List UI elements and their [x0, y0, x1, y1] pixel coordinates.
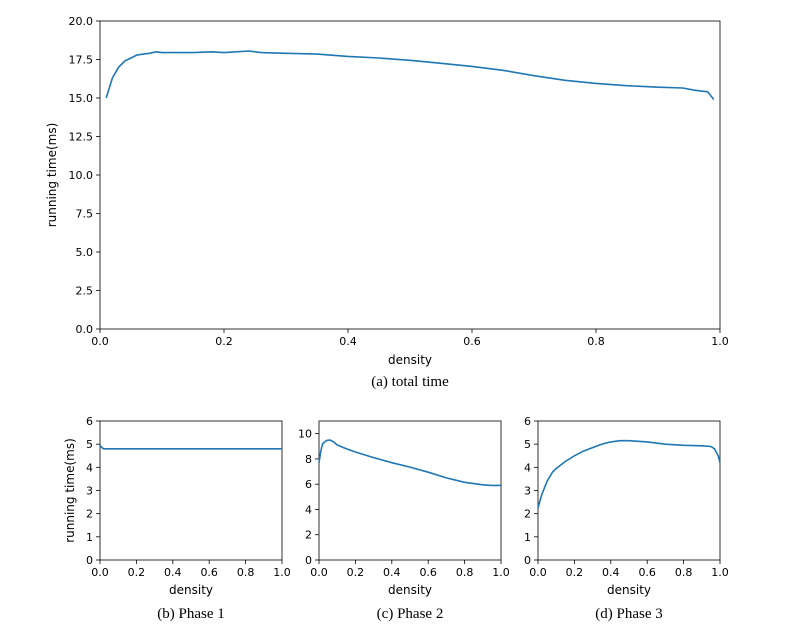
- y-tick-label: 6: [524, 415, 531, 428]
- y-tick-label: 17.5: [69, 54, 94, 67]
- plot-frame-2: [318, 420, 502, 561]
- x-tick-label: 0.6: [638, 566, 656, 579]
- y-tick-label: 5: [86, 438, 93, 451]
- y-tick-label: 2: [305, 529, 312, 542]
- y-tick-label: 4: [305, 503, 312, 516]
- x-axis-label: density: [388, 353, 432, 367]
- x-tick-label: 0.2: [215, 335, 233, 348]
- x-tick-label: 1.0: [492, 566, 510, 579]
- x-tick-label: 1.0: [273, 566, 291, 579]
- y-tick-label: 6: [305, 478, 312, 491]
- y-tick-label: 5: [524, 438, 531, 451]
- x-tick-label: 1.0: [711, 335, 729, 348]
- x-tick-label: 0.2: [566, 566, 584, 579]
- x-tick-label: 0.4: [602, 566, 620, 579]
- y-tick-label: 2: [524, 508, 531, 521]
- y-tick-label: 15.0: [69, 92, 94, 105]
- x-tick-label: 0.0: [310, 566, 328, 579]
- y-tick-label: 5.0: [76, 246, 94, 259]
- x-tick-label: 0.0: [529, 566, 547, 579]
- subplot-caption: (d) Phase 3: [595, 606, 663, 622]
- x-tick-label: 0.8: [675, 566, 693, 579]
- y-tick-label: 0: [524, 554, 531, 567]
- x-tick-label: 0.4: [164, 566, 182, 579]
- x-axis-label: density: [388, 583, 432, 597]
- y-tick-label: 12.5: [69, 131, 94, 144]
- y-tick-label: 2.5: [76, 285, 94, 298]
- x-axis-label: density: [169, 583, 213, 597]
- x-tick-label: 0.4: [383, 566, 401, 579]
- x-tick-label: 0.8: [587, 335, 605, 348]
- y-axis-label: running time(ms): [63, 438, 77, 543]
- y-tick-label: 3: [86, 485, 93, 498]
- y-tick-label: 6: [86, 415, 93, 428]
- plot-frame-3: [537, 420, 721, 561]
- y-tick-label: 10: [298, 428, 312, 441]
- y-tick-label: 0: [305, 554, 312, 567]
- x-tick-label: 0.6: [419, 566, 437, 579]
- x-tick-label: 0.4: [339, 335, 357, 348]
- y-tick-label: 1: [524, 531, 531, 544]
- x-tick-label: 0.0: [91, 566, 109, 579]
- subplot-caption: (b) Phase 1: [157, 606, 225, 622]
- y-tick-label: 20.0: [69, 15, 94, 28]
- x-tick-label: 0.2: [347, 566, 365, 579]
- plot-frame-0: [99, 20, 721, 330]
- series-line: [318, 439, 501, 487]
- y-tick-label: 10.0: [69, 169, 94, 182]
- y-tick-label: 4: [86, 461, 93, 474]
- subplot-caption: (a) total time: [371, 374, 449, 390]
- plot-frame-1: [99, 420, 283, 561]
- x-tick-label: 0.8: [237, 566, 255, 579]
- subplot-caption: (c) Phase 2: [377, 606, 444, 622]
- x-tick-label: 1.0: [711, 566, 729, 579]
- y-tick-label: 7.5: [76, 208, 94, 221]
- x-tick-label: 0.2: [128, 566, 146, 579]
- x-tick-label: 0.6: [200, 566, 218, 579]
- x-tick-label: 0.0: [91, 335, 109, 348]
- series-line: [99, 444, 282, 450]
- y-axis-label: running time(ms): [45, 123, 59, 228]
- x-axis-label: density: [607, 583, 651, 597]
- x-tick-label: 0.6: [463, 335, 481, 348]
- y-tick-label: 2: [86, 508, 93, 521]
- x-tick-label: 0.8: [456, 566, 474, 579]
- y-tick-label: 8: [305, 453, 312, 466]
- series-line: [105, 50, 715, 101]
- y-tick-label: 1: [86, 531, 93, 544]
- y-tick-label: 0.0: [76, 323, 94, 336]
- y-tick-label: 0: [86, 554, 93, 567]
- y-tick-label: 3: [524, 485, 531, 498]
- series-line: [537, 439, 721, 509]
- y-tick-label: 4: [524, 461, 531, 474]
